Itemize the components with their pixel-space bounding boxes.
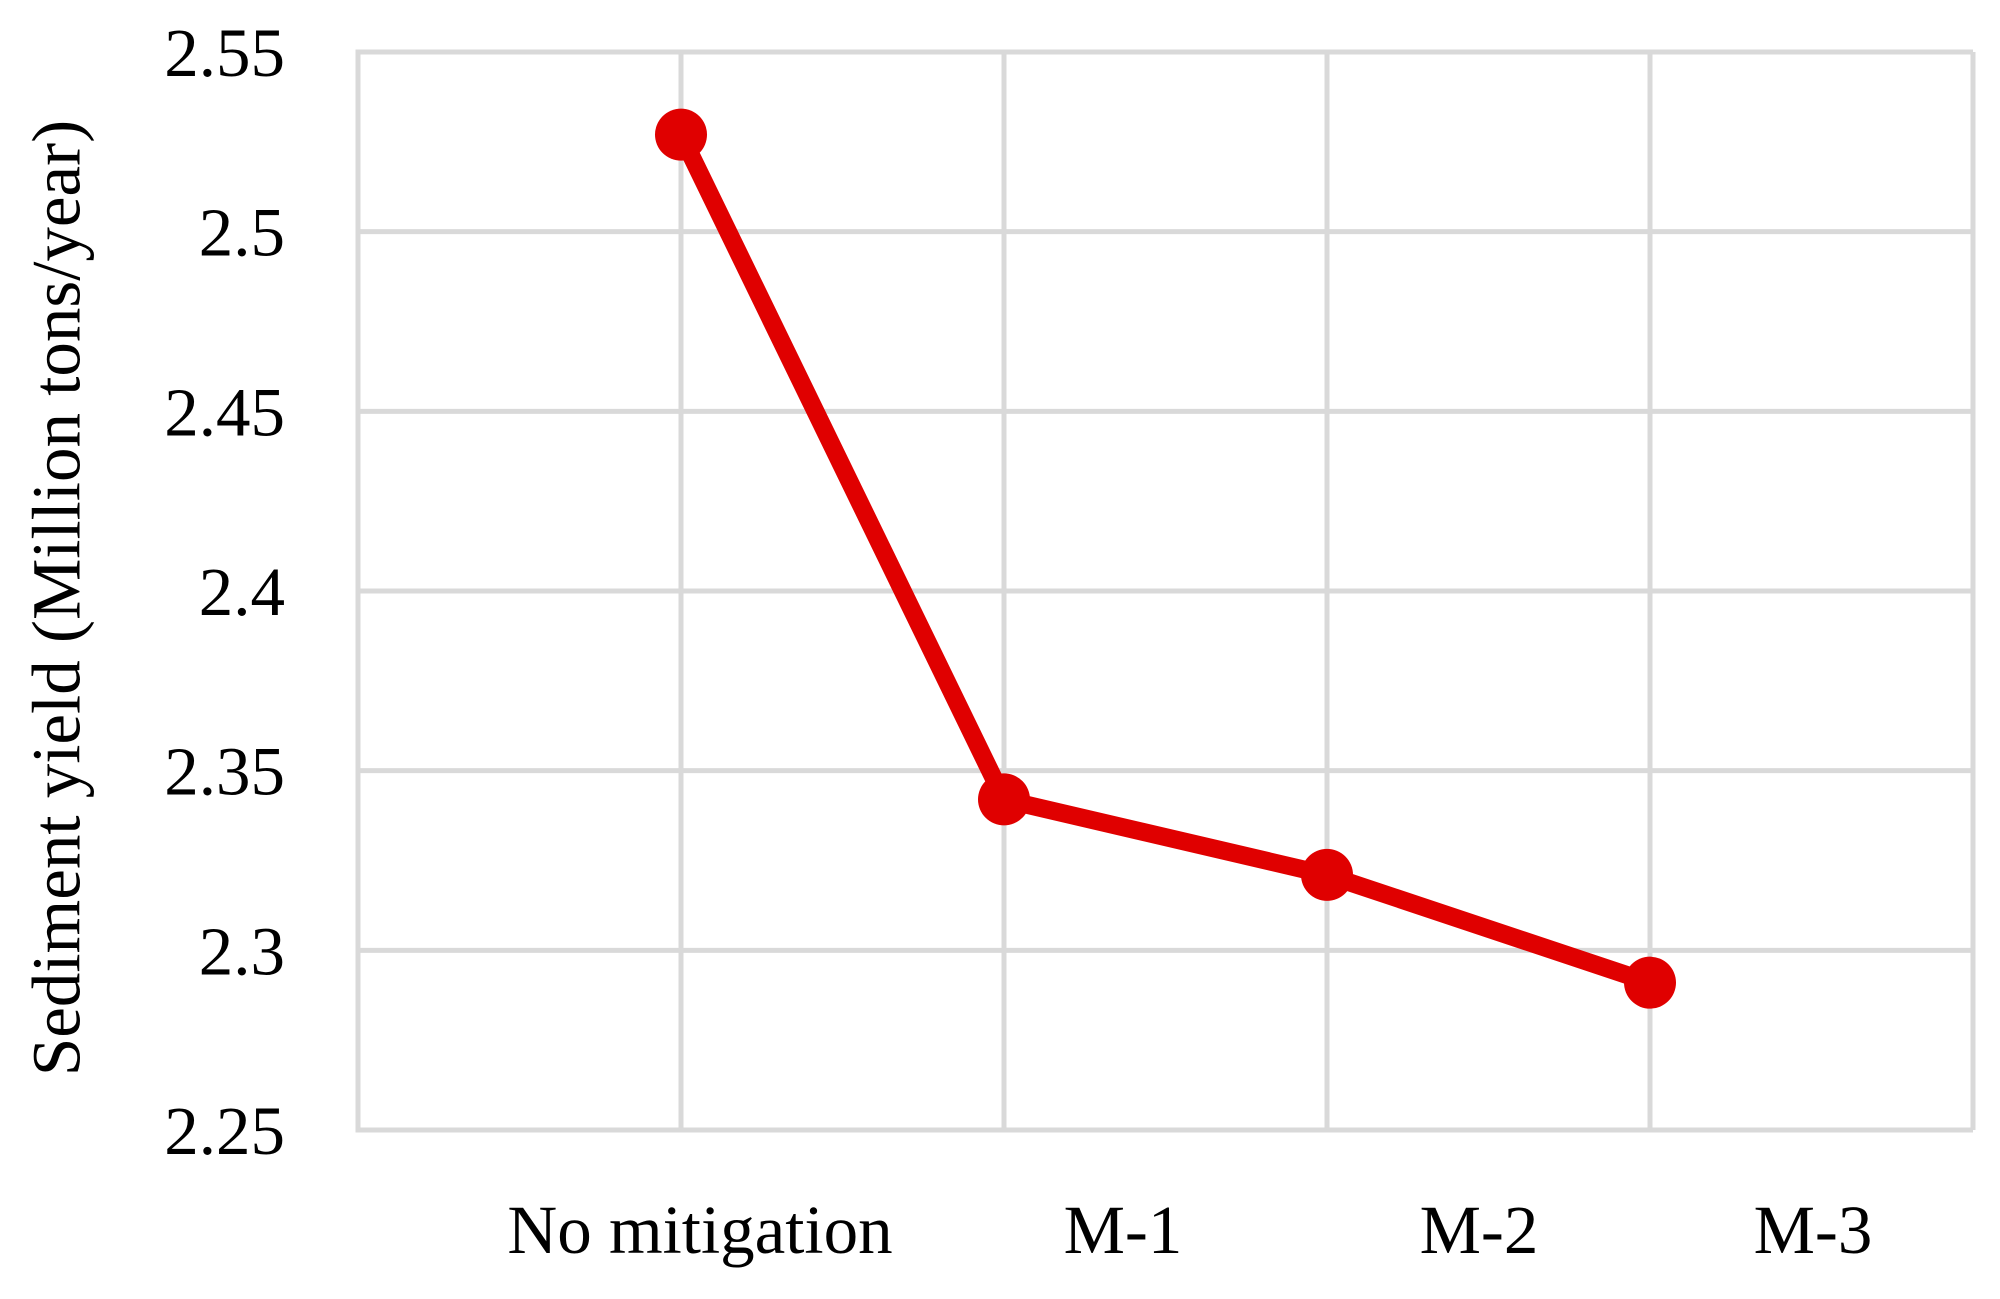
y-tick-label: 2.45	[164, 374, 285, 450]
x-tick-label: No mitigation	[507, 1192, 892, 1268]
y-tick-label: 2.25	[164, 1093, 285, 1169]
y-tick-label: 2.4	[199, 554, 285, 630]
x-tick-label: M-1	[1064, 1192, 1183, 1268]
data-point-marker	[978, 773, 1030, 826]
y-tick-label: 2.5	[199, 195, 285, 271]
y-tick-label: 2.35	[164, 734, 285, 810]
data-point-marker	[1624, 956, 1676, 1009]
y-tick-label: 2.3	[199, 913, 285, 989]
y-tick-label: 2.55	[164, 15, 285, 91]
data-point-marker	[655, 108, 707, 161]
y-axis-title: Sediment yield (Million tons/year)	[18, 119, 95, 1077]
series-line	[672, 130, 1653, 992]
data-point-marker	[1301, 848, 1353, 901]
x-tick-label: M-2	[1420, 1192, 1539, 1268]
x-tick-label: M-3	[1754, 1192, 1873, 1268]
